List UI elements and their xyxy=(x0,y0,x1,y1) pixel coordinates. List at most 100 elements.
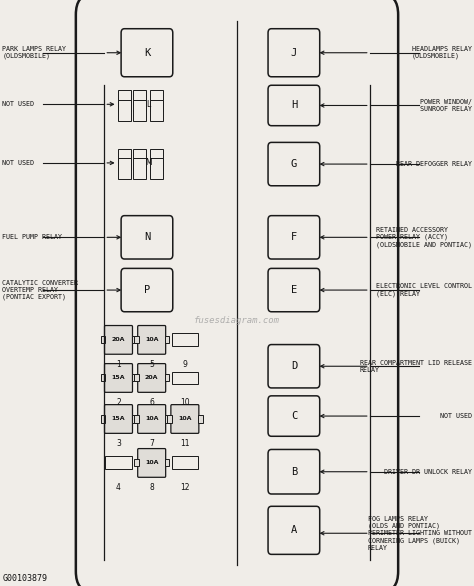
Bar xyxy=(165,459,170,466)
Text: 10A: 10A xyxy=(178,417,191,421)
Text: E: E xyxy=(291,285,297,295)
Bar xyxy=(165,336,170,343)
Text: P: P xyxy=(144,285,150,295)
Text: 9: 9 xyxy=(182,360,187,369)
Text: 3: 3 xyxy=(116,440,121,448)
Text: DRIVER DR UNLOCK RELAY: DRIVER DR UNLOCK RELAY xyxy=(383,469,472,475)
FancyBboxPatch shape xyxy=(121,29,173,77)
Text: REAR DEFOGGER RELAY: REAR DEFOGGER RELAY xyxy=(396,161,472,167)
Text: REAR COMPARTMENT LID RELEASE
RELAY: REAR COMPARTMENT LID RELEASE RELAY xyxy=(360,360,472,373)
Text: 10A: 10A xyxy=(145,417,158,421)
Text: F: F xyxy=(291,232,297,243)
FancyBboxPatch shape xyxy=(104,405,132,434)
Text: 10A: 10A xyxy=(145,461,158,465)
FancyBboxPatch shape xyxy=(268,216,319,259)
Text: G: G xyxy=(291,159,297,169)
Text: RETAINED ACCESSORY
POWER RELAY (ACCY)
(OLDSMOBILE AND PONTIAC): RETAINED ACCESSORY POWER RELAY (ACCY) (O… xyxy=(375,227,472,248)
Text: D: D xyxy=(291,361,297,372)
Text: N: N xyxy=(144,232,150,243)
Bar xyxy=(150,149,163,170)
Text: CATALYTIC CONVERTER
OVERTEMP RELAY
(PONTIAC EXPORT): CATALYTIC CONVERTER OVERTEMP RELAY (PONT… xyxy=(2,280,78,300)
Text: 15A: 15A xyxy=(112,376,125,380)
Bar xyxy=(105,456,132,469)
Text: HEADLAMPS RELAY
(OLDSMOBILE): HEADLAMPS RELAY (OLDSMOBILE) xyxy=(411,46,472,60)
Text: NOT USED: NOT USED xyxy=(439,413,472,419)
FancyBboxPatch shape xyxy=(268,29,319,77)
Text: fusesdiagram.com: fusesdiagram.com xyxy=(194,316,280,325)
Text: FUEL PUMP RELAY: FUEL PUMP RELAY xyxy=(2,234,63,240)
FancyBboxPatch shape xyxy=(121,268,173,312)
Text: C: C xyxy=(291,411,297,421)
Bar xyxy=(134,336,138,343)
Bar xyxy=(133,100,146,121)
Text: PARK LAMPS RELAY
(OLDSMOBILE): PARK LAMPS RELAY (OLDSMOBILE) xyxy=(2,46,66,60)
Text: 20A: 20A xyxy=(145,376,158,380)
Bar xyxy=(118,158,131,179)
Text: 11: 11 xyxy=(180,440,190,448)
Text: B: B xyxy=(291,466,297,477)
Text: K: K xyxy=(144,47,150,58)
Text: 15A: 15A xyxy=(112,417,125,421)
FancyBboxPatch shape xyxy=(137,405,165,434)
FancyBboxPatch shape xyxy=(104,326,132,354)
Text: H: H xyxy=(291,100,297,111)
FancyBboxPatch shape xyxy=(171,405,199,434)
Text: G00103879: G00103879 xyxy=(2,574,47,583)
FancyBboxPatch shape xyxy=(268,142,319,186)
Text: 2: 2 xyxy=(116,398,121,407)
Bar xyxy=(132,336,137,343)
Bar xyxy=(132,415,137,423)
Bar xyxy=(198,415,203,423)
Text: 12: 12 xyxy=(180,483,190,492)
Text: 4: 4 xyxy=(116,483,121,492)
FancyBboxPatch shape xyxy=(268,85,319,126)
Bar xyxy=(134,459,138,466)
Text: NOT USED: NOT USED xyxy=(2,101,35,107)
FancyBboxPatch shape xyxy=(268,506,319,554)
Text: ELECTRONIC LEVEL CONTROL
(ELC) RELAY: ELECTRONIC LEVEL CONTROL (ELC) RELAY xyxy=(375,283,472,297)
Bar xyxy=(133,158,146,179)
Text: 10: 10 xyxy=(180,398,190,407)
Text: 7: 7 xyxy=(149,440,154,448)
Bar xyxy=(165,415,170,423)
Text: NOT USED: NOT USED xyxy=(2,160,35,166)
Bar xyxy=(132,374,137,381)
Bar xyxy=(100,415,105,423)
Text: POWER WINDOW/
SUNROOF RELAY: POWER WINDOW/ SUNROOF RELAY xyxy=(419,99,472,112)
Bar xyxy=(118,100,131,121)
Bar xyxy=(134,374,138,381)
Text: 8: 8 xyxy=(149,483,154,492)
Bar xyxy=(100,336,105,343)
Text: L: L xyxy=(146,100,150,109)
FancyBboxPatch shape xyxy=(268,449,319,494)
Bar xyxy=(167,415,172,423)
Bar xyxy=(172,333,198,346)
FancyBboxPatch shape xyxy=(76,0,398,586)
FancyBboxPatch shape xyxy=(104,363,132,393)
FancyBboxPatch shape xyxy=(268,268,319,312)
Text: 20A: 20A xyxy=(112,338,125,342)
Bar xyxy=(172,456,198,469)
Bar xyxy=(133,149,146,170)
Text: 10A: 10A xyxy=(145,338,158,342)
Text: FOG LAMPS RELAY
(OLDS AND PONTIAC)
PERIMETER LIGHTING WITHOUT
CORNERING LAMPS (B: FOG LAMPS RELAY (OLDS AND PONTIAC) PERIM… xyxy=(368,516,472,551)
Text: 5: 5 xyxy=(149,360,154,369)
Bar xyxy=(150,100,163,121)
Bar xyxy=(100,374,105,381)
FancyBboxPatch shape xyxy=(268,396,319,436)
FancyBboxPatch shape xyxy=(137,326,165,354)
Bar xyxy=(134,415,138,423)
FancyBboxPatch shape xyxy=(121,216,173,259)
Text: 6: 6 xyxy=(149,398,154,407)
Text: M: M xyxy=(145,158,152,168)
FancyBboxPatch shape xyxy=(137,449,165,477)
Bar xyxy=(150,90,163,111)
Bar xyxy=(165,374,170,381)
Text: 1: 1 xyxy=(116,360,121,369)
FancyBboxPatch shape xyxy=(268,345,319,388)
Bar xyxy=(150,158,163,179)
Bar xyxy=(133,90,146,111)
Text: A: A xyxy=(291,525,297,536)
Bar xyxy=(118,149,131,170)
Bar xyxy=(172,372,198,384)
